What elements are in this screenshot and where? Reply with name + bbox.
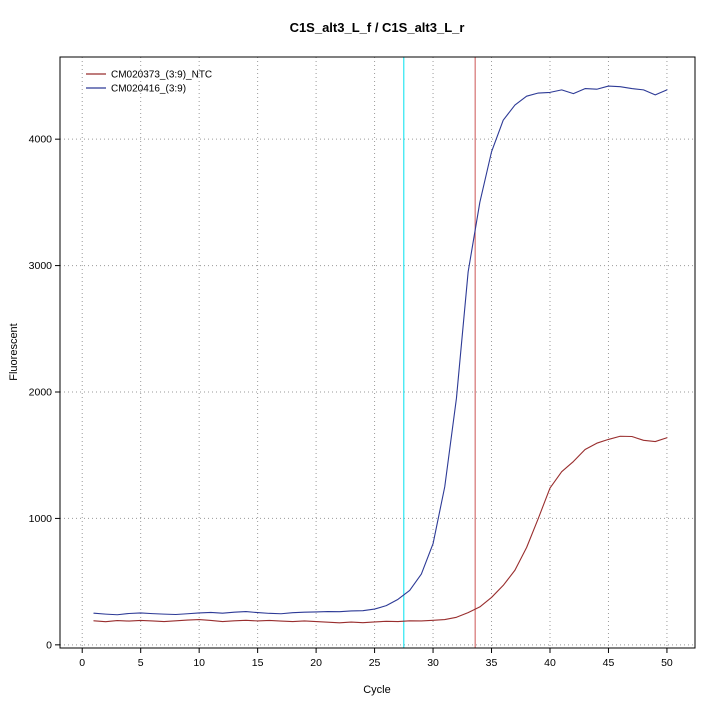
x-axis-label: Cycle bbox=[363, 684, 391, 696]
y-tick-label: 1000 bbox=[29, 513, 53, 525]
y-tick-label: 3000 bbox=[29, 260, 53, 272]
x-tick-label: 0 bbox=[79, 657, 85, 669]
y-tick-label: 2000 bbox=[29, 387, 53, 399]
y-axis-label: Fluorescent bbox=[8, 323, 20, 380]
x-tick-label: 10 bbox=[193, 657, 205, 669]
x-tick-label: 20 bbox=[310, 657, 322, 669]
x-tick-label: 30 bbox=[427, 657, 439, 669]
x-tick-label: 35 bbox=[486, 657, 498, 669]
x-tick-label: 5 bbox=[138, 657, 144, 669]
y-tick-label: 4000 bbox=[29, 134, 53, 146]
legend-label: CM020416_(3:9) bbox=[111, 84, 186, 95]
series-line-CM020373_(3:9)_NTC bbox=[93, 435, 668, 624]
x-tick-label: 45 bbox=[603, 657, 615, 669]
x-tick-label: 15 bbox=[252, 657, 264, 669]
y-tick-label: 0 bbox=[46, 639, 52, 651]
legend-label: CM020373_(3:9)_NTC bbox=[111, 70, 212, 81]
x-tick-label: 50 bbox=[661, 657, 673, 669]
x-tick-label: 40 bbox=[544, 657, 556, 669]
chart-title: C1S_alt3_L_f / C1S_alt3_L_r bbox=[290, 20, 465, 35]
x-tick-label: 25 bbox=[369, 657, 381, 669]
plot-border bbox=[59, 56, 696, 649]
series-line-CM020416_(3:9) bbox=[93, 85, 668, 616]
plot-dynamic-layer: 0 5 10 15 20 25 30 35 40 45 50 0 1000 2000 3000 4000 CM0… bbox=[29, 56, 696, 669]
